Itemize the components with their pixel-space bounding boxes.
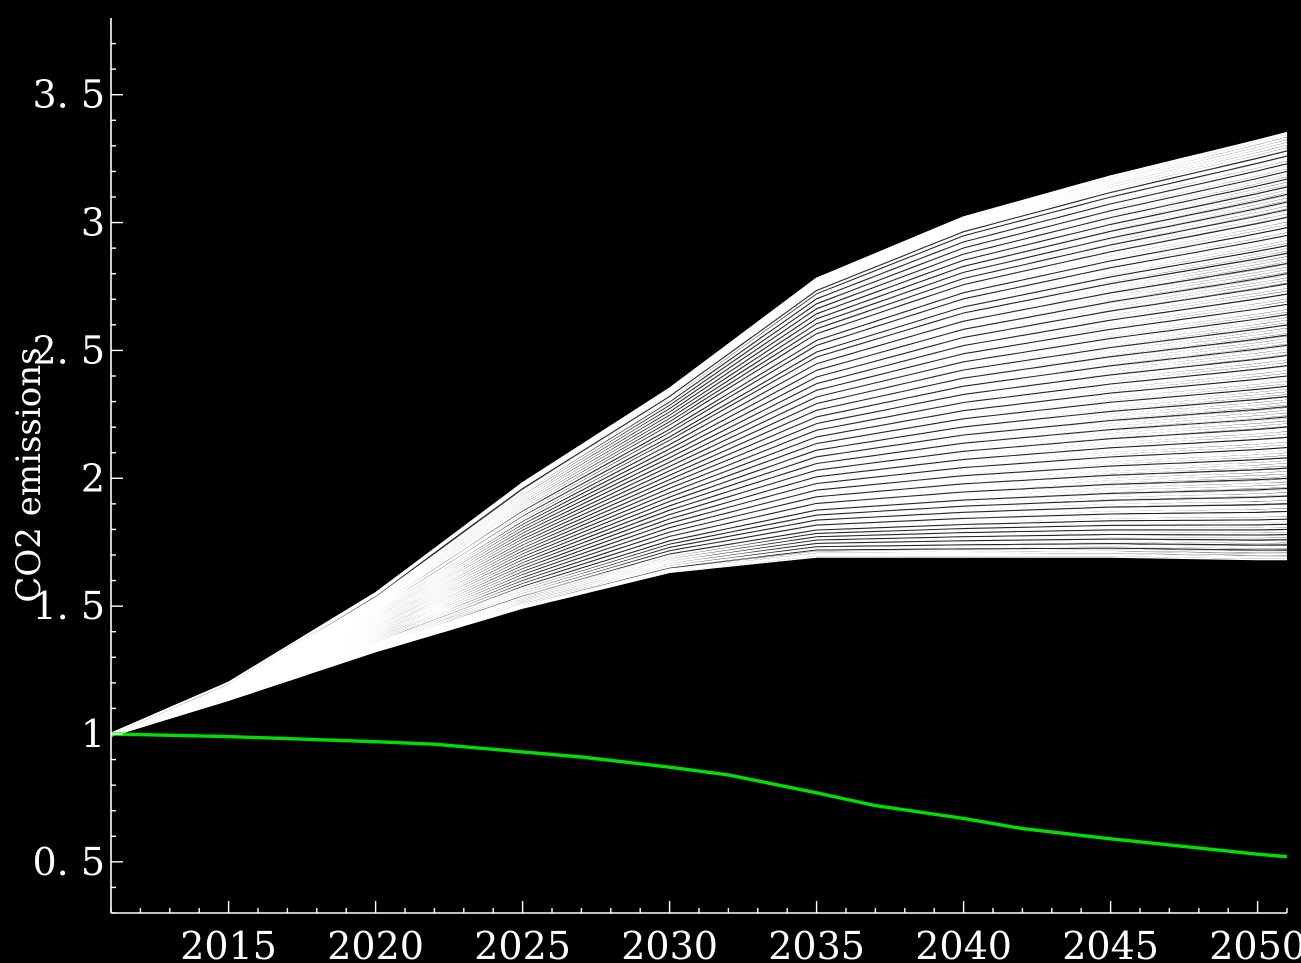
x-tick-label: 2020 <box>327 924 424 963</box>
ensemble-trajectory <box>110 275 1288 737</box>
ensemble-trajectory <box>110 459 1288 737</box>
x-tick-label: 2015 <box>180 924 277 963</box>
ensemble-lower-envelope <box>110 554 1287 735</box>
ensemble-trajectory <box>110 428 1288 737</box>
x-tick-label: 2035 <box>768 924 865 963</box>
ensemble-trajectory <box>110 438 1288 737</box>
x-tick-label: 2025 <box>474 924 571 963</box>
y-tick-label: 2. 5 <box>32 328 105 372</box>
ensemble-trajectory <box>110 336 1288 737</box>
y-tick-label: 2 <box>81 456 105 500</box>
ensemble-trajectory <box>110 367 1288 737</box>
ensemble-trajectory <box>110 346 1288 737</box>
x-tick-label: 2040 <box>915 924 1012 963</box>
ensemble-trajectory <box>110 418 1288 737</box>
ensemble-trajectory <box>110 397 1288 737</box>
ensemble-trajectory <box>110 315 1288 737</box>
y-tick-label: 3. 5 <box>32 73 105 117</box>
ensemble-trajectory <box>110 218 1288 737</box>
ensemble-upper-envelope <box>110 132 1288 735</box>
ensemble-trajectory <box>110 356 1288 737</box>
y-tick-label: 1. 5 <box>32 584 105 628</box>
y-tick-label: 0. 5 <box>32 840 105 884</box>
ensemble-trajectory <box>110 295 1288 737</box>
ensemble-trajectory <box>110 285 1288 737</box>
ensemble-trajectory <box>110 236 1288 737</box>
ensemble-trajectory <box>110 326 1288 737</box>
axes: 0. 5 1 1. 5 2 2. 5 3 3. 5 2015 2020 2025 2030 2035 2… <box>32 18 1301 963</box>
x-tick-label: 2045 <box>1062 924 1159 963</box>
ensemble-trajectory <box>110 408 1288 737</box>
ensemble-trajectory <box>110 448 1288 737</box>
ensemble-trajectories <box>110 131 1288 737</box>
ensemble-trajectory <box>110 556 1287 737</box>
highlighted-trajectory-line <box>110 732 1288 859</box>
ensemble-trajectory <box>110 134 1288 737</box>
ensemble-trajectory <box>110 264 1288 737</box>
x-tick-label: 2030 <box>621 924 718 963</box>
ensemble-trajectory <box>110 254 1288 737</box>
y-axis-title: CO2 emissions <box>9 347 49 602</box>
ensemble-trajectory <box>110 305 1288 737</box>
y-tick-label: 3 <box>81 201 105 245</box>
ensemble-trajectory <box>110 469 1288 737</box>
ensemble-trajectory <box>110 377 1288 737</box>
ensemble-trajectory <box>110 479 1288 737</box>
highlighted-trajectory-layer <box>110 732 1288 859</box>
x-tick-label: 2050 <box>1209 924 1301 963</box>
y-tick-label: 1 <box>81 712 105 756</box>
ensemble-trajectory <box>110 387 1288 737</box>
